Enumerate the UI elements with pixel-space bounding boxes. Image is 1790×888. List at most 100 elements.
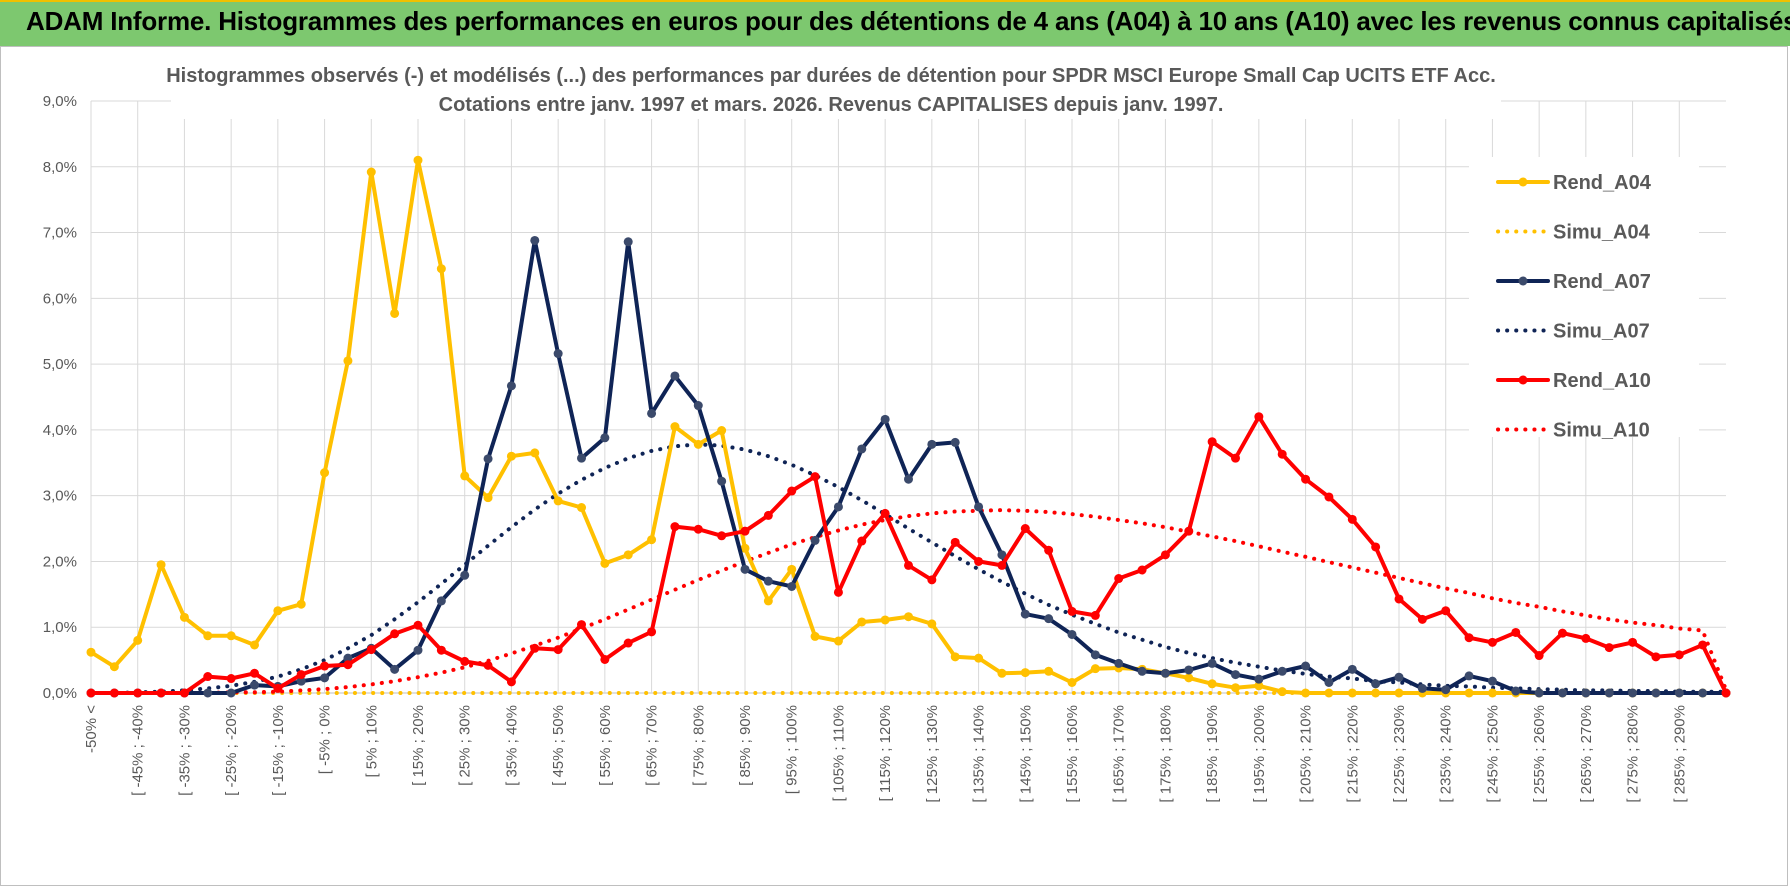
data-point-rend_a04 xyxy=(1254,681,1264,691)
data-point-rend_a04 xyxy=(997,668,1007,678)
data-point-rend_a10 xyxy=(179,688,189,698)
y-tick-label: 3,0% xyxy=(43,488,77,505)
data-point-rend_a04 xyxy=(366,167,376,177)
series-group xyxy=(86,155,1731,698)
data-point-rend_a04 xyxy=(109,662,119,672)
data-point-rend_a07 xyxy=(950,437,960,447)
x-tick-label: [ 185% ; 190% xyxy=(1204,705,1221,803)
legend-label-rend_a04: Rend_A04 xyxy=(1553,172,1652,194)
data-point-rend_a04 xyxy=(1231,683,1240,693)
data-point-rend_a10 xyxy=(483,660,493,670)
data-point-rend_a10 xyxy=(1184,526,1194,536)
data-point-rend_a04 xyxy=(763,596,773,606)
data-point-rend_a07 xyxy=(1651,688,1661,698)
data-point-rend_a10 xyxy=(273,683,283,693)
data-point-rend_a10 xyxy=(1487,637,1497,647)
data-point-rend_a10 xyxy=(156,688,166,698)
x-tick-label: [ 75% ; 80% xyxy=(690,705,707,786)
x-tick-label: [ 125% ; 130% xyxy=(924,705,941,803)
x-tick-label: [ 45% ; 50% xyxy=(550,705,567,786)
data-point-rend_a07 xyxy=(436,596,446,606)
data-point-rend_a04 xyxy=(1394,688,1404,698)
data-point-rend_a10 xyxy=(997,560,1007,570)
x-tick-label: [ 255% ; 260% xyxy=(1531,705,1548,803)
x-tick-label: [ 25% ; 30% xyxy=(457,705,474,786)
data-point-rend_a04 xyxy=(1067,677,1077,687)
data-point-rend_a10 xyxy=(717,531,727,541)
data-point-rend_a04 xyxy=(1090,664,1100,674)
x-tick-label: -50% < xyxy=(83,705,100,753)
data-point-rend_a10 xyxy=(1044,545,1054,555)
data-point-rend_a04 xyxy=(1044,666,1054,676)
data-point-rend_a10 xyxy=(1160,550,1170,560)
data-point-rend_a07 xyxy=(1207,658,1217,668)
x-tick-label: [ 55% ; 60% xyxy=(597,705,614,786)
data-point-rend_a07 xyxy=(1160,668,1170,678)
data-point-rend_a10 xyxy=(1114,574,1124,584)
data-point-rend_a07 xyxy=(1044,614,1054,624)
x-axis-ticks: -50% < [ -45% ; -40% [ -35% ; -30% [ -25% ;… xyxy=(83,705,1688,803)
chart-frame: 0,0% 1,0% 2,0% 3,0% 4,0% 5,0% 6,0% 7,0% 8,0% 9,0%… xyxy=(0,46,1788,886)
data-point-rend_a07 xyxy=(670,371,680,381)
data-point-rend_a04 xyxy=(436,264,446,274)
data-point-rend_a04 xyxy=(693,439,703,449)
data-point-rend_a04 xyxy=(530,448,540,458)
data-point-rend_a04 xyxy=(904,612,913,622)
x-tick-label: [ 15% ; 20% xyxy=(410,705,427,786)
data-point-rend_a07 xyxy=(787,581,797,591)
data-point-rend_a04 xyxy=(413,155,423,165)
legend-background xyxy=(1469,157,1699,437)
data-point-rend_a10 xyxy=(810,472,820,482)
legend-label-simu_a10: Simu_A10 xyxy=(1553,420,1650,442)
data-point-rend_a10 xyxy=(1371,542,1381,552)
x-tick-label: [ -35% ; -30% xyxy=(176,705,193,796)
data-point-rend_a10 xyxy=(857,536,867,546)
data-point-rend_a04 xyxy=(1301,688,1311,698)
data-point-rend_a04 xyxy=(553,496,563,506)
data-point-rend_a10 xyxy=(133,688,143,698)
data-point-rend_a04 xyxy=(740,543,750,553)
data-point-rend_a10 xyxy=(1651,652,1661,662)
data-point-rend_a10 xyxy=(226,674,236,684)
data-point-rend_a04 xyxy=(600,558,610,568)
data-point-rend_a07 xyxy=(1558,688,1567,698)
data-point-rend_a04 xyxy=(156,560,166,570)
y-tick-label: 6,0% xyxy=(43,290,77,307)
data-point-rend_a04 xyxy=(1207,679,1217,689)
data-point-rend_a10 xyxy=(670,522,680,532)
histogram-chart: 0,0% 1,0% 2,0% 3,0% 4,0% 5,0% 6,0% 7,0% 8,0% 9,0%… xyxy=(43,61,1731,803)
data-point-rend_a07 xyxy=(647,408,657,418)
x-tick-label: [ 285% ; 290% xyxy=(1671,705,1688,803)
data-point-rend_a07 xyxy=(1674,688,1684,698)
data-point-rend_a10 xyxy=(833,587,843,597)
data-point-rend_a10 xyxy=(1254,412,1264,422)
x-tick-label: [ 265% ; 270% xyxy=(1578,705,1595,803)
x-tick-label: [ 65% ; 70% xyxy=(644,705,661,786)
data-point-rend_a10 xyxy=(1604,643,1614,653)
data-point-rend_a10 xyxy=(1301,474,1311,484)
legend-marker-rend_a04 xyxy=(1518,177,1528,187)
y-tick-label: 0,0% xyxy=(43,685,77,702)
x-tick-label: [ 5% ; 10% xyxy=(363,705,380,778)
data-point-rend_a04 xyxy=(133,635,143,645)
data-point-rend_a10 xyxy=(1324,492,1334,502)
series-line-simu_a10 xyxy=(89,508,1728,695)
data-point-rend_a04 xyxy=(1347,688,1357,698)
x-tick-label: [ -15% ; -10% xyxy=(270,705,287,796)
data-point-rend_a07 xyxy=(1581,688,1591,698)
data-point-rend_a04 xyxy=(250,640,259,650)
data-point-rend_a07 xyxy=(1231,670,1240,680)
y-tick-label: 1,0% xyxy=(43,619,77,636)
y-axis-ticks: 0,0% 1,0% 2,0% 3,0% 4,0% 5,0% 6,0% 7,0% 8,0% 9,0% xyxy=(43,93,77,702)
data-point-rend_a10 xyxy=(506,677,516,687)
data-point-rend_a10 xyxy=(553,645,563,655)
legend[interactable]: Rend_A04 Simu_A04 Rend_A07 Simu_A07 Rend_A10… xyxy=(1469,157,1699,442)
x-tick-label: [ 205% ; 210% xyxy=(1298,705,1315,803)
data-point-rend_a07 xyxy=(1464,671,1474,681)
data-point-rend_a07 xyxy=(343,653,353,663)
data-point-rend_a07 xyxy=(1534,688,1544,698)
data-point-rend_a10 xyxy=(974,556,984,566)
data-point-rend_a10 xyxy=(623,638,633,648)
data-point-rend_a10 xyxy=(1441,606,1451,616)
data-point-rend_a04 xyxy=(880,615,890,625)
